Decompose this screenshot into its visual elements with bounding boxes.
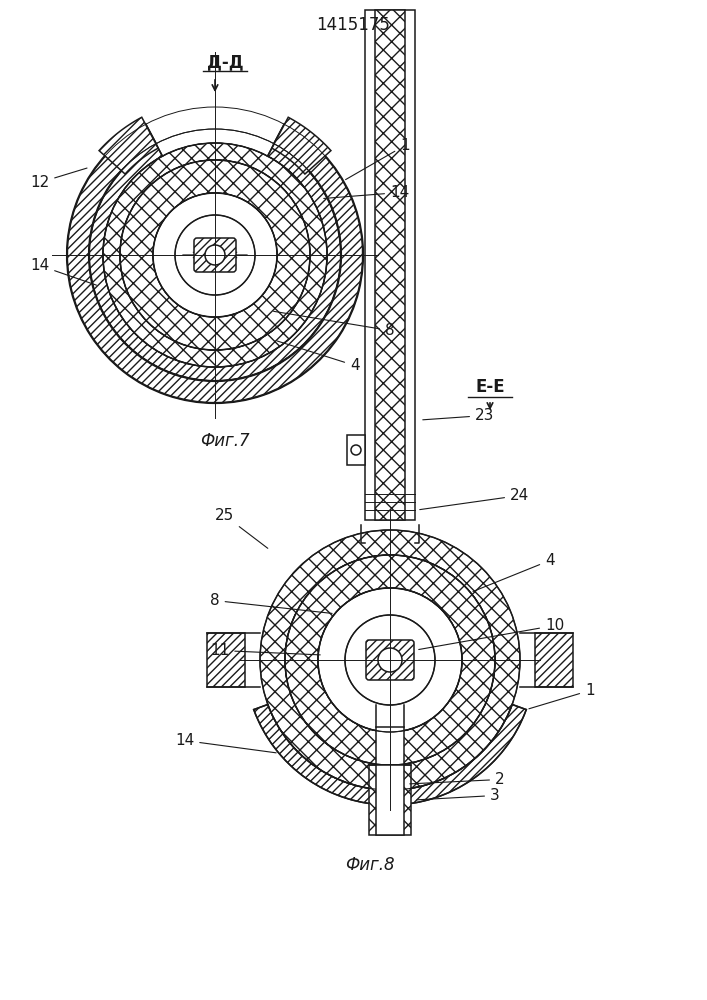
FancyBboxPatch shape: [366, 640, 414, 680]
Circle shape: [351, 445, 361, 455]
Text: 4: 4: [473, 553, 554, 591]
Text: Д-Д: Д-Д: [206, 53, 243, 71]
Text: 8: 8: [274, 311, 395, 338]
Circle shape: [378, 648, 402, 672]
Text: 1415175: 1415175: [316, 16, 390, 34]
Text: 1: 1: [529, 683, 595, 709]
Text: 14: 14: [175, 733, 276, 753]
Bar: [376, 765, 404, 835]
Text: 8: 8: [210, 593, 332, 613]
Text: Е-Е: Е-Е: [475, 378, 505, 396]
Text: 24: 24: [420, 488, 530, 510]
Bar: [347, 435, 365, 465]
Bar: [376, 727, 404, 765]
Wedge shape: [67, 124, 363, 403]
Text: 10: 10: [419, 618, 564, 650]
Text: 1: 1: [346, 138, 409, 180]
Text: Фиг.7: Фиг.7: [200, 432, 250, 450]
FancyBboxPatch shape: [194, 238, 236, 272]
Text: 4: 4: [277, 341, 360, 373]
Text: 12: 12: [30, 168, 87, 190]
Circle shape: [205, 245, 225, 265]
Wedge shape: [89, 144, 341, 381]
Text: 11: 11: [210, 643, 320, 658]
Bar: [207, 633, 245, 687]
Polygon shape: [99, 117, 158, 174]
Text: 14: 14: [324, 185, 409, 200]
Bar: [535, 633, 573, 687]
Text: 2: 2: [410, 772, 505, 787]
Bar: [375, 10, 405, 520]
Bar: [365, 10, 415, 520]
Text: 14: 14: [30, 258, 96, 285]
Bar: [369, 765, 411, 835]
Text: 3: 3: [416, 788, 500, 803]
Wedge shape: [254, 704, 526, 805]
Polygon shape: [271, 117, 331, 174]
Text: Фиг.8: Фиг.8: [345, 856, 395, 874]
Text: 23: 23: [423, 408, 494, 423]
Text: 25: 25: [215, 508, 268, 548]
